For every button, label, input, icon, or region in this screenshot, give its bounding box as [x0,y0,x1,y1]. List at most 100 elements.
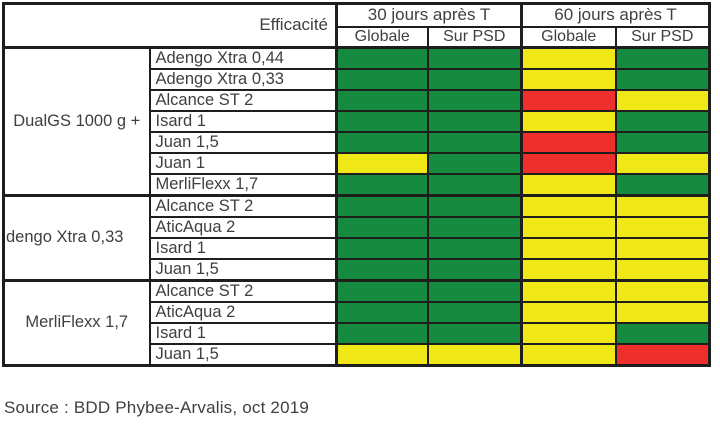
product-label: Juan 1,5 [148,342,338,366]
table-row: MerliFlexx 1,7 Alcance ST 2 [2,278,711,366]
efficacy-cell-green [335,88,429,112]
efficacy-cell-green [426,321,523,345]
efficacy-cell-green [426,130,523,154]
efficacy-cell-yellow [520,321,617,345]
table-row: Isard 1 [4,321,711,345]
table-row: Isard 1 [4,236,711,260]
efficacy-cell-red [614,342,711,366]
efficacy-cell-yellow [520,300,617,324]
efficacy-cell-green [426,300,523,324]
product-label: Isard 1 [148,236,338,260]
efficacy-cell-green [335,130,429,154]
efficacy-cell-green [335,172,429,196]
table-row: Adengo Xtra 0,33 [4,67,711,91]
period-30-header: 30 jours après T [335,2,523,28]
efficacy-cell-yellow [520,109,617,133]
efficacy-cell-green [614,109,711,133]
efficacy-cell-green [335,215,429,239]
table-row: Juan 1,5 [4,342,711,366]
table-row: DualGS 1000 g + Adengo Xtra 0,44 [2,45,711,196]
product-label: Isard 1 [148,321,338,345]
efficacy-cell-red [520,88,617,112]
efficacy-cell-green [426,67,523,91]
subcol-globale-30: Globale [335,25,429,49]
efficacy-cell-green [426,151,523,175]
table-row: dengo Xtra 0,33 Alcance ST 2 [2,193,711,281]
group-label: MerliFlexx 1,7 [2,278,151,366]
efficacy-cell-green [426,109,523,133]
efficacite-header: Efficacité [2,2,338,49]
efficacy-cell-green [426,278,523,303]
efficacy-cell-yellow [614,151,711,175]
product-label: AticAqua 2 [148,215,338,239]
efficacy-cell-yellow [520,278,617,303]
efficacy-cell-green [335,67,429,91]
efficacy-cell-green [614,67,711,91]
efficacy-cell-yellow [614,88,711,112]
product-label: Juan 1,5 [148,257,338,281]
subcol-surpsd-60: Sur PSD [614,25,711,49]
efficacy-cell-green [614,172,711,196]
table-row: AticAqua 2 [4,215,711,239]
efficacy-cell-green [335,236,429,260]
efficacy-cell-green [426,172,523,196]
source-caption: Source : BDD Phybee-Arvalis, oct 2019 [4,398,310,417]
efficacy-cell-red [520,130,617,154]
efficacy-cell-green [335,300,429,324]
efficacy-cell-green [335,257,429,281]
product-label: AticAqua 2 [148,300,338,324]
group-label: dengo Xtra 0,33 [2,193,151,281]
product-label: MerliFlexx 1,7 [148,172,338,196]
product-label: Alcance ST 2 [148,193,338,218]
table-header: Efficacité 30 jours après T 60 jours apr… [2,2,711,49]
product-label: Alcance ST 2 [148,88,338,112]
product-label: Isard 1 [148,109,338,133]
efficacy-cell-yellow [335,342,429,366]
subcol-surpsd-30: Sur PSD [426,25,523,49]
efficacy-cell-red [520,151,617,175]
efficacy-cell-yellow [520,45,617,70]
efficacy-cell-yellow [520,342,617,366]
table-row: AticAqua 2 [4,300,711,324]
table-row: Juan 1,5 [4,130,711,154]
efficacy-cell-green [335,193,429,218]
efficacy-cell-yellow [520,67,617,91]
group-label: DualGS 1000 g + [2,45,151,196]
table-row: Isard 1 [4,109,711,133]
table-row: Alcance ST 2 [4,88,711,112]
efficacy-cell-yellow [335,151,429,175]
efficacy-cell-yellow [614,300,711,324]
product-label: Juan 1,5 [148,130,338,154]
subcol-globale-60: Globale [520,25,617,49]
product-label: Adengo Xtra 0,44 [148,45,338,70]
table-row: Juan 1 [4,151,711,175]
efficacy-cell-green [614,321,711,345]
efficacy-cell-green [426,45,523,70]
efficacy-cell-yellow [614,215,711,239]
efficacy-cell-green [426,257,523,281]
efficacy-cell-green [335,321,429,345]
period-60-header: 60 jours après T [520,2,711,28]
efficacy-cell-green [426,215,523,239]
efficacy-cell-yellow [520,172,617,196]
efficacy-cell-yellow [614,236,711,260]
product-label: Juan 1 [148,151,338,175]
efficacy-cell-yellow [520,257,617,281]
efficacy-cell-green [614,45,711,70]
efficacy-cell-yellow [520,193,617,218]
efficacy-cell-yellow [614,257,711,281]
product-label: Adengo Xtra 0,33 [148,67,338,91]
efficacy-table-body: DualGS 1000 g + Adengo Xtra 0,44 Adengo Xt… [2,45,711,366]
efficacy-cell-green [335,278,429,303]
efficacy-cell-yellow [520,215,617,239]
efficacy-cell-green [614,130,711,154]
efficacy-cell-yellow [426,342,523,366]
efficacy-table: Efficacité 30 jours après T 60 jours apr… [2,2,711,367]
efficacy-cell-yellow [614,193,711,218]
efficacy-cell-green [426,193,523,218]
efficacy-cell-yellow [520,236,617,260]
efficacy-cell-green [426,236,523,260]
efficacy-cell-green [335,109,429,133]
product-label: Alcance ST 2 [148,278,338,303]
